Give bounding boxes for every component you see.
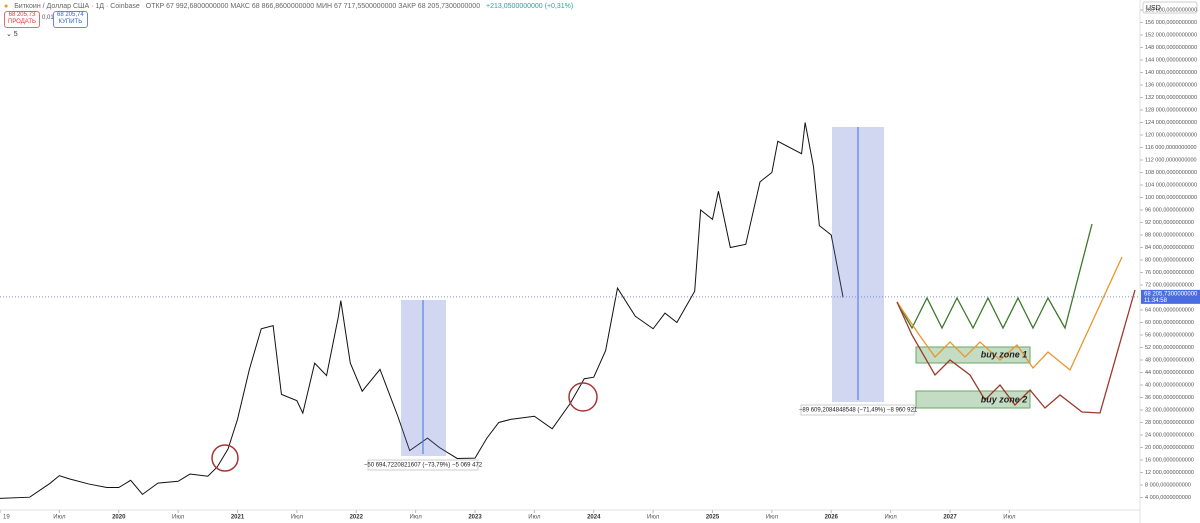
projection-line — [896, 223, 1093, 330]
x-tick-label: Июл — [528, 515, 541, 521]
last-price-badge — [1141, 289, 1200, 304]
y-tick-label: 8 000,0000000000 — [1145, 482, 1191, 488]
y-tick-label: 20 000,0000000000 — [1145, 445, 1194, 451]
buy-button[interactable]: 68 205,74 КУПИТЬ — [53, 11, 88, 28]
y-tick-label: 12 000,0000000000 — [1145, 470, 1194, 476]
y-tick-label: 116 000,0000000000 — [1145, 145, 1197, 151]
y-tick-label: 72 000,0000000000 — [1145, 282, 1194, 288]
y-tick-label: 76 000,0000000000 — [1145, 270, 1194, 276]
x-tick-label: 2020 — [112, 515, 126, 521]
highlight-circle — [568, 382, 598, 412]
y-tick-label: 148 000,0000000000 — [1145, 45, 1197, 51]
buy-label[interactable]: КУПИТЬ — [58, 19, 83, 25]
ohlc: ОТКР 67 992,6800000000 МАКС 68 866,86000… — [145, 3, 481, 10]
x-tick-label: 2021 — [231, 515, 245, 521]
y-tick-label: 108 000,0000000000 — [1145, 170, 1197, 176]
y-tick-label: 84 000,0000000000 — [1145, 245, 1194, 251]
y-tick-label: 124 000,0000000000 — [1145, 120, 1197, 126]
plot-area — [0, 122, 844, 499]
y-tick-label: 132 000,0000000000 — [1145, 95, 1197, 101]
y-tick-label: 48 000,0000000000 — [1145, 357, 1194, 363]
highlight-circle — [211, 444, 239, 472]
y-tick-label: 96 000,0000000000 — [1145, 207, 1194, 213]
y-tick-label: 152 000,0000000000 — [1145, 32, 1197, 38]
measure-label-box — [367, 459, 479, 471]
x-tick-label: 19 — [3, 515, 10, 521]
x-tick-label: Июл — [885, 515, 898, 521]
y-tick-label: 64 000,0000000000 — [1145, 307, 1194, 313]
x-tick-label: Июл — [1003, 515, 1016, 521]
y-tick-label: 80 000,0000000000 — [1145, 257, 1194, 263]
y-tick-label: 4 000,0000000000 — [1145, 495, 1191, 501]
y-tick-label: 120 000,0000000000 — [1145, 132, 1197, 138]
currency-selector[interactable] — [1142, 1, 1198, 14]
buy-zone — [915, 390, 1031, 409]
y-tick-label: 44 000,0000000000 — [1145, 370, 1194, 376]
y-tick-label: 144 000,0000000000 — [1145, 57, 1197, 63]
y-tick-label: 100 000,0000000000 — [1145, 195, 1197, 201]
y-tick-label: 140 000,0000000000 — [1145, 70, 1197, 76]
y-tick-label: 92 000,0000000000 — [1145, 220, 1194, 226]
y-tick-label: 88 000,0000000000 — [1145, 232, 1194, 238]
currency[interactable]: USD — [1146, 5, 1161, 12]
y-tick-label: 36 000,0000000000 — [1145, 395, 1194, 401]
y-tick-label: 60 000,0000000000 — [1145, 320, 1194, 326]
x-tick-label: Июл — [291, 515, 304, 521]
y-tick-label: 156 000,0000000000 — [1145, 20, 1197, 26]
y-tick-label: 40 000,0000000000 — [1145, 382, 1194, 388]
y-tick-label: 160 000,0000000000 — [1145, 7, 1197, 13]
sell-label[interactable]: ПРОДАТЬ — [8, 19, 36, 25]
zone-label: buy zone 2 — [981, 394, 1028, 404]
x-tick-label: 2026 — [825, 515, 839, 521]
y-tick-label: 32 000,0000000000 — [1145, 407, 1194, 413]
spread: 0,01 — [42, 15, 54, 21]
zone-label: buy zone 1 — [981, 349, 1028, 359]
x-tick-label: Июл — [766, 515, 779, 521]
x-tick-label: Июл — [410, 515, 423, 521]
x-tick-label: 2025 — [706, 515, 720, 521]
y-tick-label: 16 000,0000000000 — [1145, 457, 1194, 463]
projection-line — [896, 289, 1136, 414]
x-tick-label: Июл — [647, 515, 660, 521]
countdown: 11:34:58 — [1144, 298, 1168, 304]
sell-button[interactable]: 68 205,73 ПРОДАТЬ — [4, 11, 40, 28]
projection-line — [896, 256, 1123, 372]
y-tick-label: 104 000,0000000000 — [1145, 182, 1197, 188]
measure-label: −89 609,2084848548 (−71,49%) −8 960 921 — [799, 408, 918, 414]
y-tick-label: 136 000,0000000000 — [1145, 82, 1197, 88]
coin-icon: ● — [4, 3, 9, 10]
y-tick-label: 56 000,0000000000 — [1145, 332, 1194, 338]
x-tick-label: 2023 — [468, 515, 482, 521]
y-tick-label: 52 000,0000000000 — [1145, 345, 1194, 351]
x-tick-label: Июл — [53, 515, 66, 521]
change: +213,0500000000 (+0,31%) — [486, 3, 574, 10]
y-tick-label: 112 000,0000000000 — [1145, 157, 1197, 163]
buy-price[interactable]: 68 205,74 — [57, 12, 84, 18]
symbol: Биткоин / Доллар США · 1Д · Coinbase — [14, 3, 140, 10]
y-tick-label: 24 000,0000000000 — [1145, 432, 1194, 438]
x-tick-label: 2027 — [943, 515, 957, 521]
measure-label: −50 694,7220821607 (−73,79%) −5 069 472 — [364, 463, 483, 469]
price-axis — [1140, 0, 1200, 523]
x-tick-label: 2024 — [587, 515, 601, 521]
x-tick-label: 2022 — [350, 515, 364, 521]
y-tick-label: 128 000,0000000000 — [1145, 107, 1197, 113]
x-tick-label: Июл — [172, 515, 185, 521]
symbol-header: ● Биткоин / Доллар США · 1Д · Coinbase О… — [4, 3, 577, 10]
price-line — [0, 122, 844, 499]
indicator-count[interactable]: ⌄ 5 — [6, 31, 18, 38]
measure-label-box — [800, 404, 915, 416]
y-tick-label: 28 000,0000000000 — [1145, 420, 1194, 426]
last-price-label: 68 205,7300000000 — [1144, 291, 1198, 297]
sell-price[interactable]: 68 205,73 — [8, 12, 36, 18]
